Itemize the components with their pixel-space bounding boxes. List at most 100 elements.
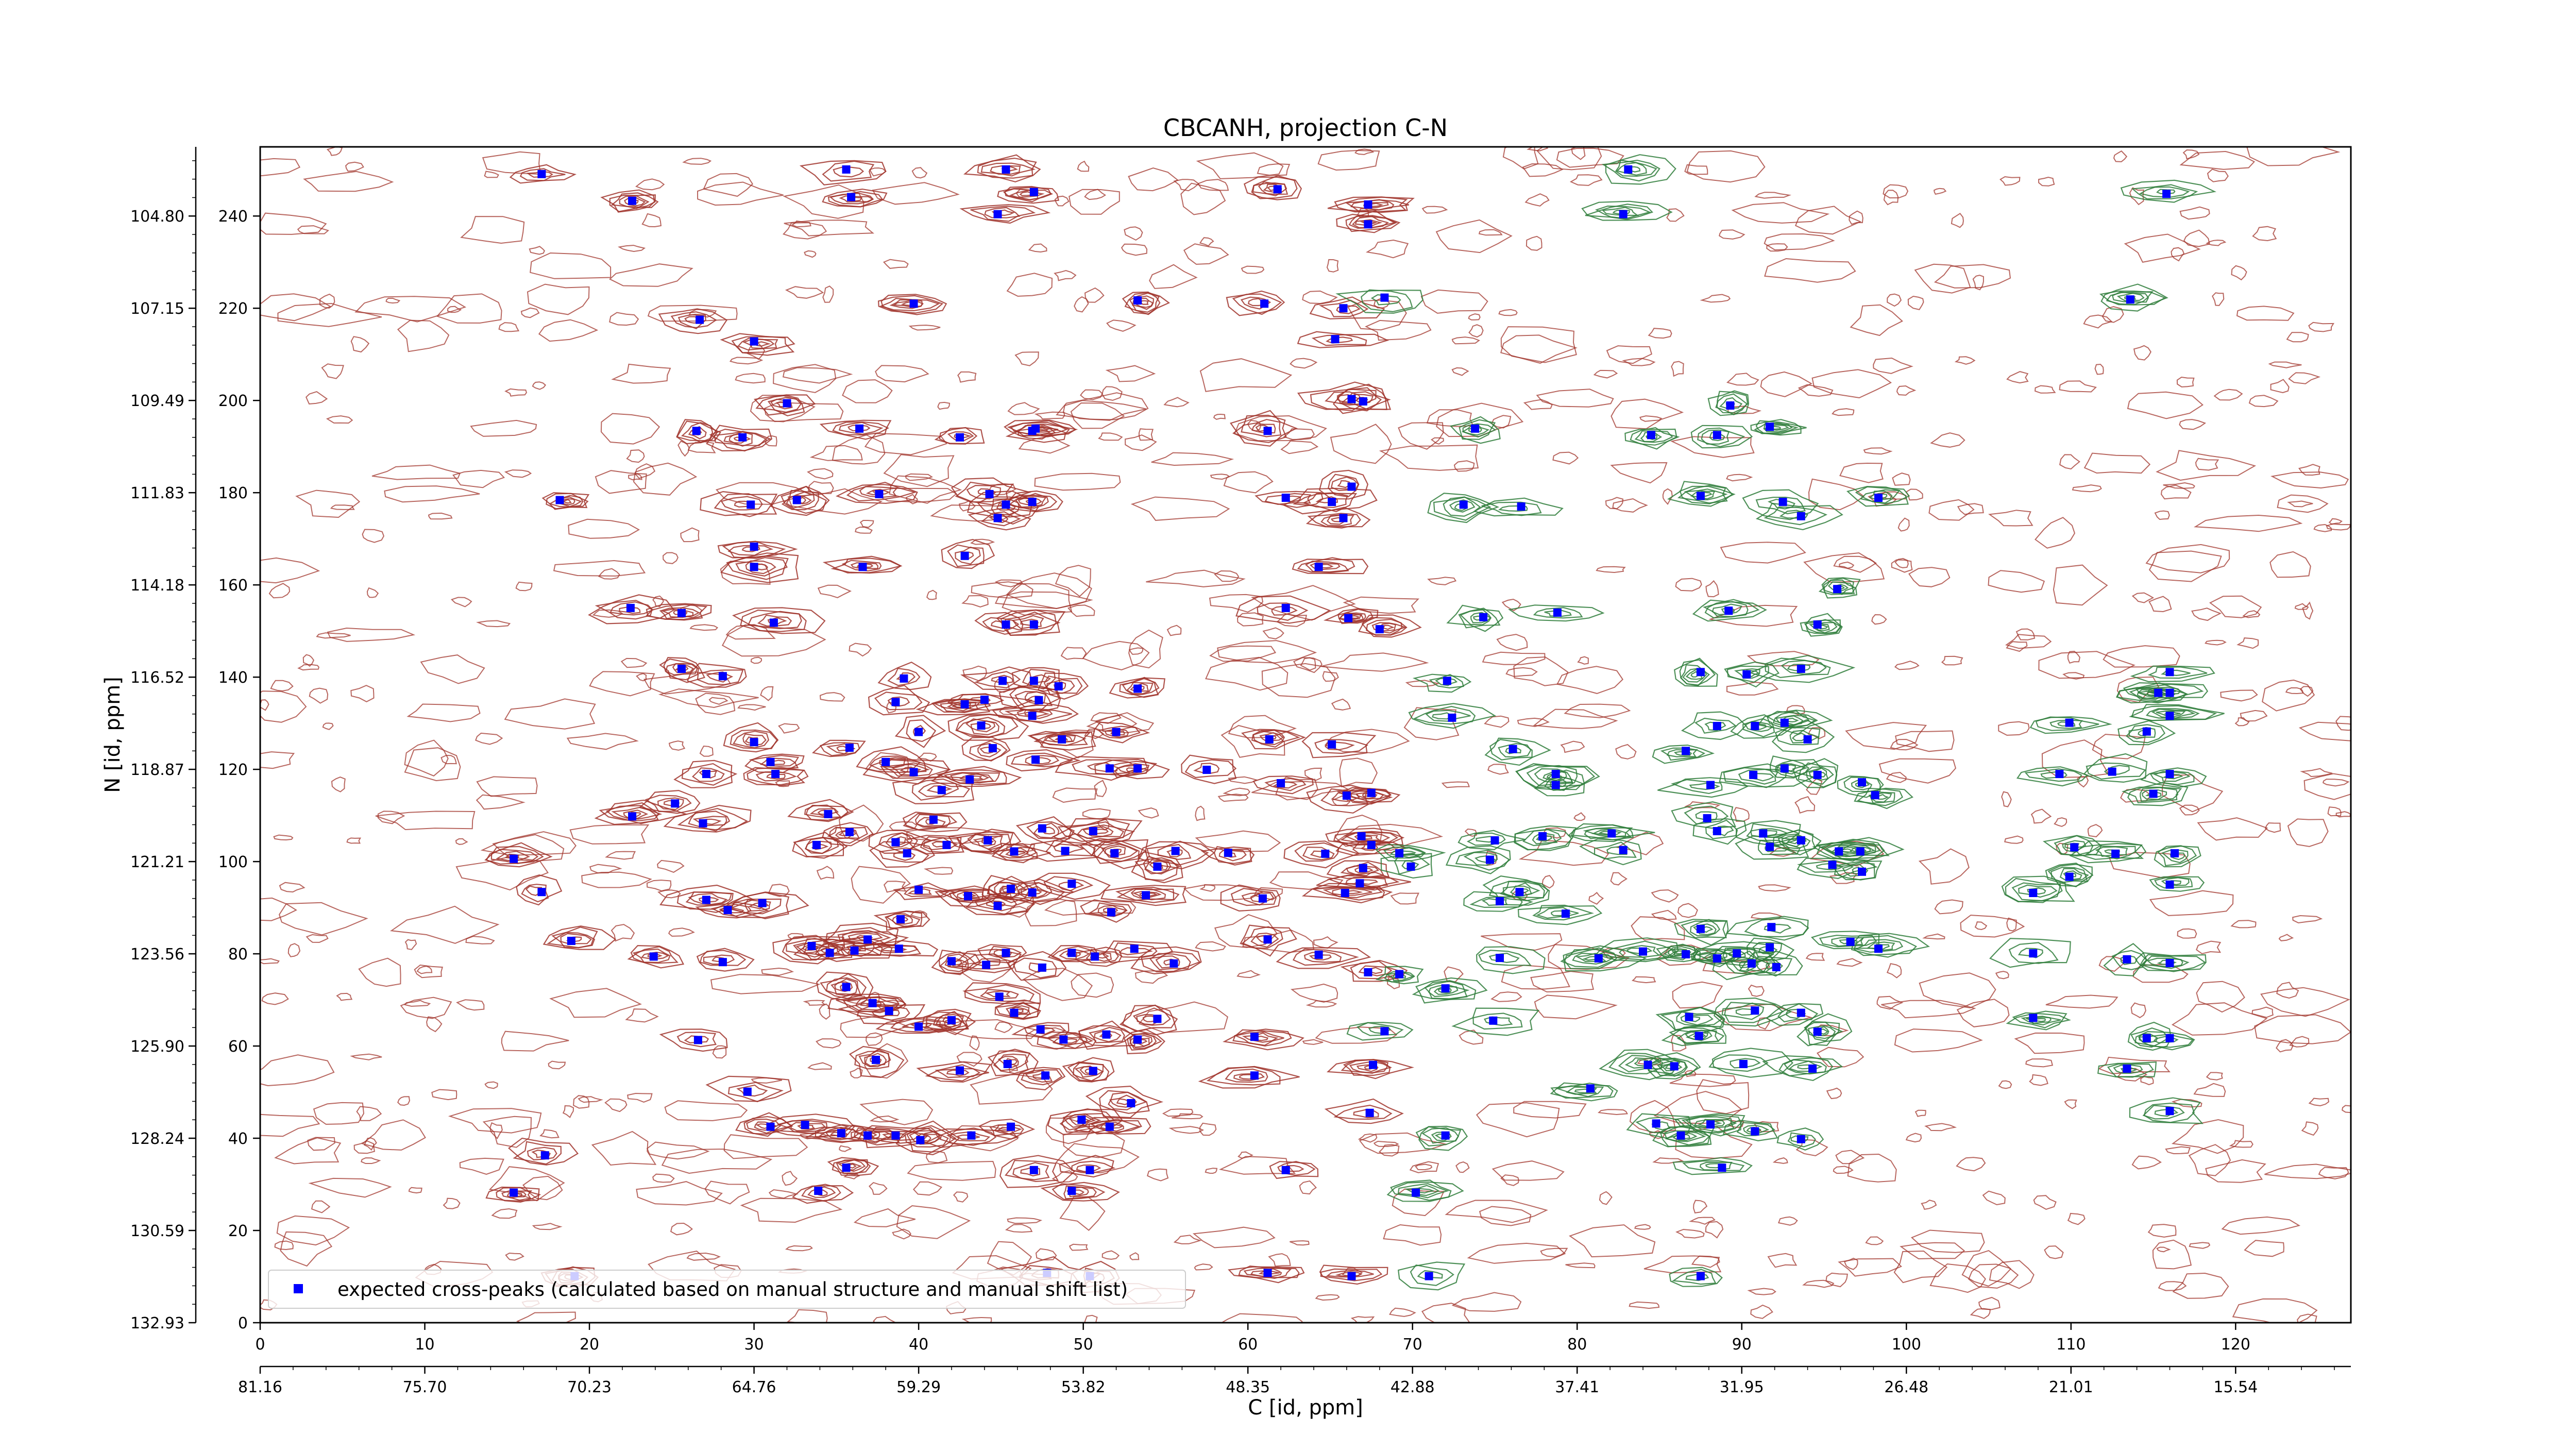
cross-peak-marker [982, 960, 991, 969]
contour-line [1151, 452, 1234, 466]
cross-peak-marker [885, 1007, 893, 1015]
contour-line [455, 838, 468, 845]
contour-line [991, 843, 1038, 861]
contour-line [785, 286, 824, 299]
contour-line [2236, 306, 2295, 321]
contour-line [1744, 721, 1774, 732]
cross-peak-marker [1058, 735, 1066, 744]
contour-line [2120, 1067, 2138, 1073]
contour-line [2053, 564, 2108, 606]
contour-line [1597, 940, 1677, 961]
contour-line [1772, 710, 1817, 728]
contour-line [1361, 614, 1422, 638]
contour-line [2179, 419, 2207, 430]
contour-line [1326, 1270, 1374, 1278]
contour-line [2142, 1105, 2185, 1120]
contour-line [775, 780, 790, 787]
cross-peak-marker [1277, 779, 1285, 787]
contour-line [1206, 1066, 1281, 1086]
contour-line [832, 421, 890, 436]
contour-line [1290, 983, 1338, 1003]
contour-line [807, 468, 834, 480]
contour-line [1573, 812, 1586, 821]
cross-peak-marker [801, 1121, 809, 1129]
contour-line [1483, 1016, 1513, 1026]
contour-line [1808, 767, 1829, 781]
contour-line [280, 1231, 333, 1267]
cross-peak-marker [2055, 770, 2064, 779]
cross-peak-marker [868, 999, 877, 1007]
cross-peak-marker [750, 337, 758, 346]
contour-line [527, 283, 590, 315]
contour-line [1082, 808, 1111, 820]
cross-peak-marker [1038, 963, 1046, 972]
contour-line [1435, 219, 1513, 254]
contour-line [1297, 557, 1355, 573]
contour-line [488, 1166, 565, 1202]
contour-line [1045, 840, 1096, 858]
contour-line [2130, 1027, 2170, 1048]
contour-line [1764, 423, 1793, 433]
contour-line [634, 463, 656, 479]
cross-peak-marker [747, 500, 755, 509]
contour-line [1584, 827, 1633, 839]
contour-line [307, 1137, 335, 1151]
contour-line [1581, 200, 1673, 221]
contour-line [991, 674, 1013, 684]
cross-peak-marker [1835, 847, 1843, 856]
contour-line [1421, 1303, 1470, 1323]
cross-peak-marker [1250, 1033, 1259, 1041]
contour-line [1803, 552, 1885, 583]
contour-line [875, 365, 929, 383]
contour-line [1481, 933, 1563, 951]
contour-line [1054, 195, 1070, 207]
contour-line [363, 1137, 377, 1151]
contour-line [706, 425, 773, 452]
contour-line [742, 339, 775, 349]
contour-line [755, 1123, 770, 1129]
contour-line [1062, 400, 1147, 421]
contour-line [529, 246, 545, 255]
contour-line [1826, 1087, 1842, 1100]
contour-line [1033, 872, 1111, 900]
contour-line [414, 964, 443, 978]
cross-peak-marker [1089, 1067, 1097, 1075]
contour-line [1579, 838, 1642, 866]
contour-line [1297, 331, 1389, 348]
cross-peak-marker [1347, 1272, 1356, 1280]
contour-line [1618, 944, 1660, 958]
contour-line [1241, 418, 1282, 437]
contour-line [2006, 641, 2028, 652]
contour-line [522, 1175, 563, 1201]
contour-line [548, 1060, 566, 1070]
contour-line [2179, 804, 2200, 816]
contour-line [2095, 846, 2128, 857]
contour-line [896, 1205, 971, 1239]
contour-line [1705, 580, 1719, 598]
contour-line [879, 297, 940, 312]
contour-line [1674, 1113, 1745, 1137]
contour-line [1327, 875, 1400, 890]
contour-line [1500, 326, 1577, 363]
contour-line [1006, 572, 1092, 610]
contour-line [1660, 747, 1706, 761]
contour-line [1028, 731, 1091, 746]
contour-line [926, 589, 937, 600]
contour-line [385, 297, 401, 304]
contour-line [947, 694, 1032, 711]
contour-line [1894, 558, 1909, 568]
contour-line [1569, 174, 1603, 186]
contour-line [1336, 387, 1391, 412]
contour-line [553, 560, 646, 577]
cross-peak-marker [2029, 1014, 2038, 1022]
contour-line [731, 336, 795, 353]
cross-peak-marker [2142, 1034, 2151, 1042]
cross-peak-marker [1028, 498, 1037, 507]
contour-line [1358, 1133, 1378, 1143]
cross-peak-marker [1874, 944, 1883, 953]
contour-line [1098, 726, 1141, 739]
contour-line [1951, 212, 1964, 228]
cross-peak-marker [960, 551, 969, 560]
contour-line [877, 295, 944, 314]
contour-line [859, 486, 898, 498]
